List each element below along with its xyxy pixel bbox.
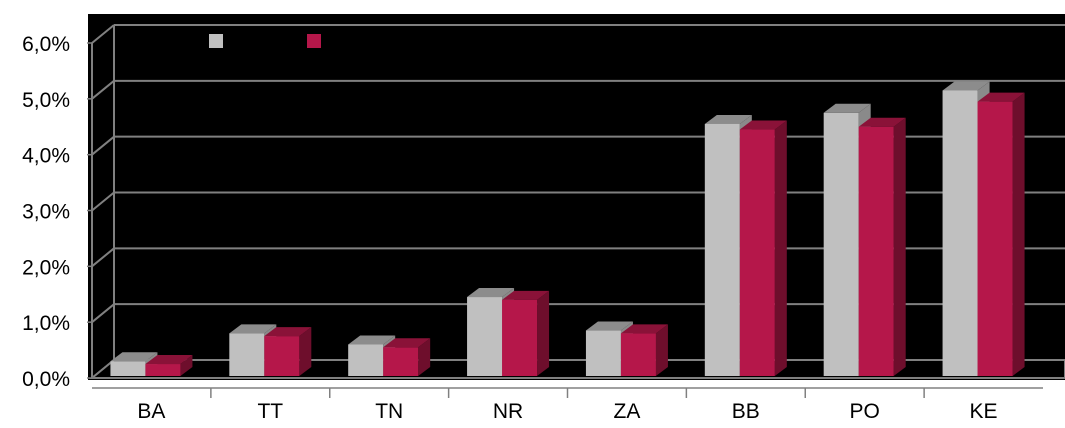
bar-top (110, 352, 158, 362)
bar-top (229, 324, 277, 334)
gridline-depth (91, 135, 115, 156)
bar (502, 299, 538, 376)
bar-top (620, 324, 668, 334)
bar (585, 330, 621, 376)
bar-top (383, 338, 431, 348)
bar (145, 364, 181, 376)
legend-swatch (209, 34, 223, 48)
gridline-depth (91, 80, 115, 100)
bar (467, 297, 503, 376)
bar (858, 126, 894, 376)
x-tick-label: NR (493, 400, 523, 423)
bar-top (977, 92, 1025, 102)
bar-side (655, 324, 668, 376)
x-tick-label: ZA (614, 400, 641, 423)
bar (383, 347, 419, 376)
bars (110, 81, 1025, 377)
bar (229, 333, 265, 376)
gridlines (89, 24, 1065, 379)
bar-top (739, 120, 787, 130)
y-tick-label: 5,0% (22, 89, 70, 112)
y-tick-label: 6,0% (22, 33, 70, 56)
bar-side (774, 120, 787, 377)
bar-top (502, 290, 550, 300)
bar (348, 344, 384, 376)
axes: 0,0% 1,0% 2,0% 3,0% 4,0% 5,0% 6,0% BA TT TN NR ZA BB… (22, 33, 1043, 423)
bar-top (858, 117, 906, 127)
bar-top (823, 103, 871, 113)
y-tick-label: 3,0% (22, 201, 70, 224)
bar-side (418, 338, 431, 376)
bar-top (264, 327, 312, 337)
bar (739, 129, 775, 376)
bar (977, 101, 1013, 376)
bar-top (585, 321, 633, 331)
bar-side (537, 290, 550, 376)
legend (209, 34, 321, 48)
legend-swatch (307, 34, 321, 48)
gridline-depth (91, 247, 115, 268)
bar (704, 123, 740, 376)
bar-side (1012, 92, 1025, 376)
gridline-depth (91, 24, 115, 44)
bar-top (467, 288, 515, 298)
bar-side (180, 355, 193, 376)
chart-floor (89, 359, 1065, 379)
x-tick-label: TT (257, 400, 283, 423)
gridline-depth (91, 191, 115, 212)
bar-top (942, 81, 990, 91)
x-tick-label: PO (850, 400, 880, 423)
bar-top (348, 335, 396, 345)
gridline-depth (91, 303, 115, 323)
bar-side (299, 327, 312, 376)
y-tick-label: 0,0% (22, 368, 70, 391)
x-tick-label: BA (137, 400, 165, 423)
bar-top (145, 355, 193, 365)
x-tick-label: BB (732, 400, 760, 423)
y-tick-label: 4,0% (22, 145, 70, 168)
x-tick-label: TN (375, 400, 403, 423)
bar (264, 336, 300, 376)
bar-side (893, 117, 906, 376)
bar (823, 112, 859, 377)
bar (620, 333, 656, 376)
y-tick-label: 2,0% (22, 256, 70, 279)
y-tick-label: 1,0% (22, 312, 70, 335)
x-tick-label: KE (970, 400, 998, 423)
bar-top (704, 114, 752, 124)
bar (942, 90, 978, 376)
bar (110, 361, 146, 376)
plot-area-background (88, 14, 1065, 380)
